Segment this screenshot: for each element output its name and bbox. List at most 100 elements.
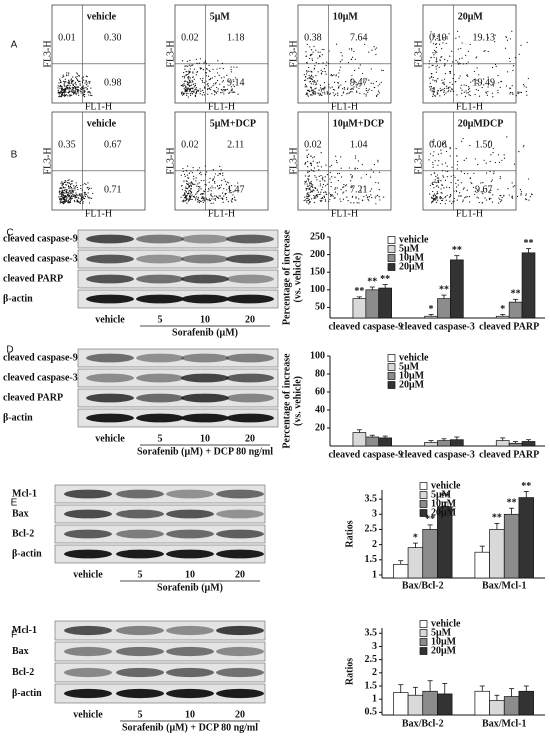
event-dot: [190, 184, 192, 186]
event-dot: [76, 86, 78, 88]
legend-label: 5μM: [399, 361, 420, 372]
y-tick-label: 1.5: [365, 554, 378, 565]
event-dot: [512, 93, 514, 95]
y-tick-label: 50: [315, 302, 325, 313]
quadrant-value: 0.35: [58, 139, 76, 150]
event-dot: [210, 194, 212, 196]
event-dot: [378, 83, 381, 85]
event-dot: [347, 87, 349, 89]
event-dot: [87, 182, 89, 184]
event-dot: [59, 198, 61, 200]
blot-band: [116, 529, 164, 539]
event-dot: [60, 81, 62, 83]
event-dot: [80, 88, 82, 90]
event-dot: [220, 197, 222, 199]
event-dot: [197, 185, 200, 188]
event-dot: [461, 92, 463, 94]
event-dot: [428, 60, 430, 62]
event-dot: [64, 78, 66, 80]
event-dot: [69, 90, 71, 92]
event-dot: [327, 62, 330, 65]
bar: [521, 441, 536, 447]
event-dot: [204, 165, 206, 167]
significance-mark: **: [452, 245, 462, 256]
event-dot: [306, 197, 308, 199]
event-dot: [78, 194, 80, 196]
event-dot: [227, 88, 229, 90]
event-dot: [497, 75, 499, 77]
event-dot: [222, 201, 224, 203]
event-dot: [67, 92, 70, 94]
y-axis-label: Percentage of increase: [281, 229, 292, 325]
event-dot: [310, 86, 313, 88]
event-dot: [322, 186, 324, 188]
event-dot: [466, 92, 468, 94]
event-dot: [202, 89, 204, 92]
event-dot: [429, 77, 431, 79]
event-dot: [192, 64, 194, 66]
event-dot: [62, 201, 64, 203]
y-tick-label: 250: [310, 231, 325, 242]
event-dot: [68, 89, 70, 91]
event-dot: [343, 183, 345, 186]
event-dot: [71, 189, 73, 191]
blot-band: [86, 294, 134, 304]
event-dot: [486, 199, 488, 201]
blot-strip: [77, 368, 279, 388]
legend-swatch: [387, 363, 396, 371]
event-dot: [195, 193, 197, 195]
event-dot: [306, 183, 308, 185]
event-dot: [228, 187, 230, 189]
event-dot: [448, 196, 451, 198]
event-dot: [68, 187, 70, 189]
event-dot: [460, 84, 462, 86]
event-dot: [183, 92, 185, 94]
event-dot: [219, 165, 221, 168]
legend-swatch: [419, 500, 428, 508]
event-dot: [305, 188, 307, 190]
event-dot: [354, 168, 356, 170]
event-dot: [329, 87, 331, 89]
event-dot: [367, 91, 369, 93]
event-dot: [459, 63, 461, 65]
event-dot: [310, 183, 312, 185]
event-dot: [350, 58, 352, 61]
event-dot: [200, 180, 202, 182]
event-dot: [467, 61, 469, 63]
event-dot: [319, 180, 321, 182]
event-dot: [435, 46, 438, 49]
event-dot: [195, 87, 197, 89]
event-dot: [494, 41, 496, 43]
event-dot: [237, 93, 239, 95]
event-dot: [184, 175, 186, 177]
event-dot: [198, 188, 200, 190]
event-dot: [193, 178, 195, 180]
event-dot: [371, 89, 373, 92]
blot-xlabel: Sorafenib (μM): [172, 327, 238, 338]
event-dot: [458, 195, 460, 197]
event-dot: [84, 90, 86, 92]
event-dot: [221, 179, 223, 182]
event-dot: [320, 69, 322, 71]
flow-title: 5μM+DCP: [210, 118, 256, 129]
bar: [365, 289, 380, 319]
legend-label: 20μM: [399, 379, 425, 390]
event-dot: [352, 88, 354, 90]
event-dot: [450, 88, 453, 90]
event-dot: [433, 187, 435, 189]
event-dot: [315, 74, 317, 77]
event-dot: [356, 167, 359, 170]
event-dot: [351, 91, 353, 93]
lane-label: 5: [138, 709, 143, 720]
event-dot: [210, 86, 212, 88]
event-dot: [435, 59, 438, 61]
event-dot: [190, 192, 192, 194]
event-dot: [70, 82, 72, 84]
x-tick-label: Bax/Mcl-1: [482, 580, 526, 591]
event-dot: [187, 184, 189, 186]
event-dot: [85, 193, 88, 195]
bar: [422, 529, 438, 579]
event-dot: [308, 199, 310, 201]
event-dot: [202, 77, 204, 80]
event-dot: [60, 201, 63, 204]
